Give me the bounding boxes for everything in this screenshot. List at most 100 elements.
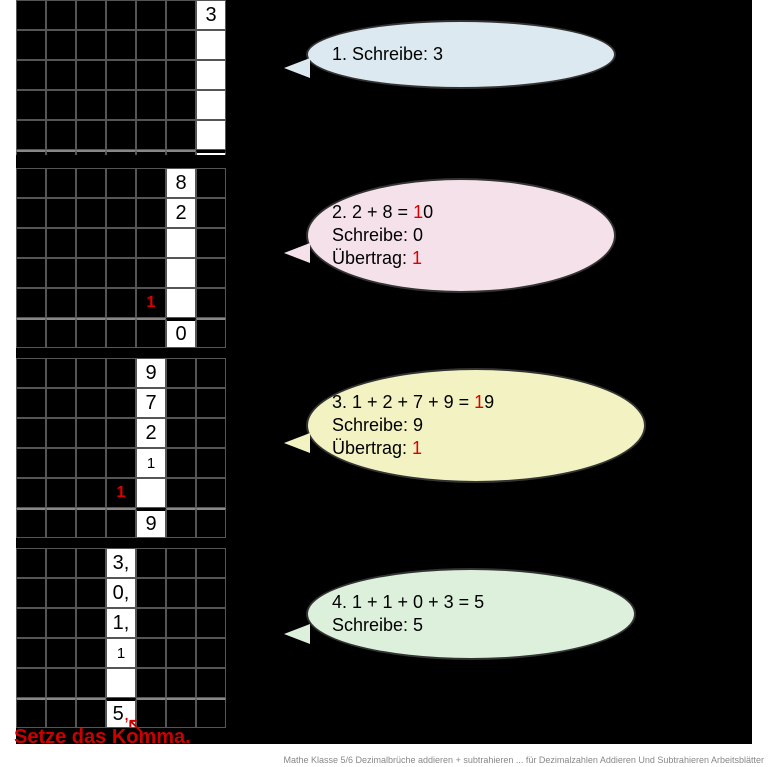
grid-cell	[196, 578, 226, 608]
grid-cell	[46, 668, 76, 698]
grid-cell	[196, 478, 226, 508]
grid-cell: 1,	[106, 608, 136, 638]
grid-cell	[196, 30, 226, 60]
grid-cell	[76, 548, 106, 578]
footer-text: Mathe Klasse 5/6 Dezimalbrüche addieren …	[283, 755, 764, 765]
grid-cell: 1	[136, 288, 166, 318]
grid-cell	[16, 418, 46, 448]
grid-cell: 1	[106, 638, 136, 668]
grid-cell	[166, 608, 196, 638]
grid-cell	[106, 228, 136, 258]
grid-cell	[196, 90, 226, 120]
grid-cell	[196, 60, 226, 90]
grid-cell	[16, 198, 46, 228]
grid-cell	[16, 448, 46, 478]
grid-cell	[196, 608, 226, 638]
grid-cell	[136, 90, 166, 120]
speech-bubble: 4. 1 + 1 + 0 + 3 = 5 Schreibe: 5	[306, 568, 636, 660]
grid-cell	[16, 120, 46, 150]
grid-cell	[76, 0, 106, 30]
grid-cell	[46, 168, 76, 198]
grid-cell	[106, 358, 136, 388]
grid-wrap: 972119	[16, 358, 226, 544]
grid-cell	[136, 228, 166, 258]
grid-cell	[46, 120, 76, 150]
grid-cell	[46, 448, 76, 478]
grid-cell	[76, 30, 106, 60]
grid-cell	[166, 30, 196, 60]
grid-cell	[166, 90, 196, 120]
grid-cell	[16, 318, 46, 348]
grid-cell: 3,	[106, 548, 136, 578]
grid-cell	[46, 318, 76, 348]
grid-cell	[76, 198, 106, 228]
grid-cell	[76, 388, 106, 418]
grid-cell	[106, 508, 136, 538]
grid-cell	[16, 698, 46, 728]
grid-cell	[46, 228, 76, 258]
grid-cell	[16, 668, 46, 698]
grid-cell	[76, 60, 106, 90]
step-2: 82102. 2 + 8 = 10 Schreibe: 0 Übertrag: …	[16, 168, 752, 354]
grid-cell	[106, 288, 136, 318]
grid-cell	[16, 30, 46, 60]
grid-cell	[76, 358, 106, 388]
grid-cell	[46, 60, 76, 90]
grid-cell	[166, 258, 196, 288]
grid-cell	[16, 638, 46, 668]
grid-wrap: 8210	[16, 168, 226, 354]
step-3: 9721193. 1 + 2 + 7 + 9 = 19 Schreibe: 9 …	[16, 358, 752, 544]
grid-cell	[136, 60, 166, 90]
grid-cell	[106, 0, 136, 30]
grid-cell	[196, 288, 226, 318]
grid-cell	[196, 388, 226, 418]
grid-cell	[46, 358, 76, 388]
grid-cell	[166, 418, 196, 448]
grid-cell	[166, 388, 196, 418]
grid-cell	[166, 448, 196, 478]
grid-cell	[106, 388, 136, 418]
grid-cell	[196, 198, 226, 228]
bubble-line: Übertrag: 1	[332, 438, 620, 459]
grid-cell	[16, 228, 46, 258]
grid-cell: 9	[136, 508, 166, 538]
grid-cell	[106, 120, 136, 150]
grid-cell	[76, 478, 106, 508]
bubble-line: Übertrag: 1	[332, 248, 590, 269]
step-4: 3,0,1,15,4. 1 + 1 + 0 + 3 = 5 Schreibe: …	[16, 548, 752, 734]
komma-label: Setze das Komma.	[14, 726, 191, 749]
grid-cell	[166, 150, 196, 155]
grid-cell	[46, 478, 76, 508]
grid-cell	[16, 60, 46, 90]
grid-cell	[16, 358, 46, 388]
grid-cell	[196, 168, 226, 198]
grid-cell	[16, 0, 46, 30]
grid-wrap: 33	[16, 0, 226, 155]
grid-cell	[196, 228, 226, 258]
grid-cell: 3	[196, 150, 226, 155]
grid-cell	[16, 90, 46, 120]
grid-cell	[46, 288, 76, 318]
grid-cell	[106, 150, 136, 155]
grid-cell	[136, 0, 166, 30]
grid-cell	[76, 228, 106, 258]
grid-cell	[106, 318, 136, 348]
grid-cell	[46, 150, 76, 155]
grid-cell	[166, 478, 196, 508]
grid-cell	[166, 668, 196, 698]
grid-cell	[16, 258, 46, 288]
grid-cell	[166, 548, 196, 578]
bubble-line: 3. 1 + 2 + 7 + 9 = 19	[332, 392, 620, 413]
grid-cell	[166, 60, 196, 90]
calc-grid: 33	[16, 0, 226, 155]
grid-cell	[136, 168, 166, 198]
grid-cell: 7	[136, 388, 166, 418]
grid-cell	[16, 578, 46, 608]
bubble-tail	[284, 58, 310, 78]
grid-cell	[46, 608, 76, 638]
grid-cell	[136, 120, 166, 150]
grid-cell	[16, 548, 46, 578]
calc-grid: 972119	[16, 358, 226, 538]
grid-cell	[136, 318, 166, 348]
grid-cell	[166, 508, 196, 538]
